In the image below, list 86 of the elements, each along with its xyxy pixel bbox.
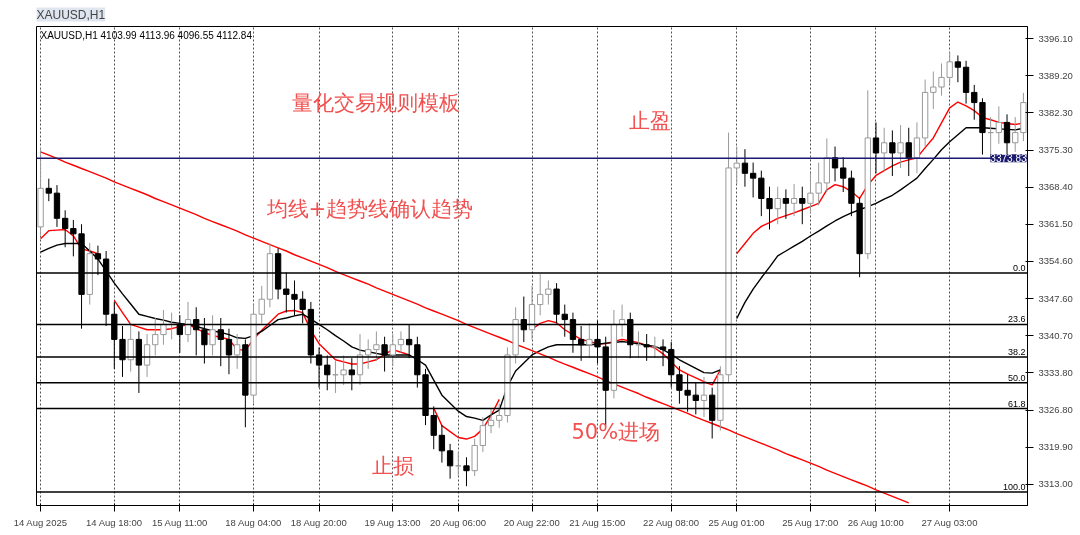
candlestick bbox=[184, 301, 192, 343]
candlestick bbox=[438, 424, 446, 464]
y-tick-label: 3382.30 bbox=[1038, 106, 1073, 118]
candlestick bbox=[160, 309, 167, 346]
annotation: 量化交易规则模板 bbox=[291, 90, 460, 115]
chart-subtitle: XAUUSD,H1 4103.99 4113.96 4096.55 4112.84 bbox=[40, 29, 253, 41]
annotation: 23.6 bbox=[1007, 314, 1026, 325]
annotation: 61.8 bbox=[1007, 398, 1026, 409]
y-tick-label: 3347.60 bbox=[1038, 292, 1073, 304]
candlestick bbox=[258, 285, 265, 324]
candlestick bbox=[913, 121, 921, 174]
candlestick bbox=[700, 376, 708, 418]
x-tick-label: 25 Aug 17:00 bbox=[782, 516, 839, 528]
candlestick bbox=[897, 124, 904, 169]
candlestick bbox=[749, 162, 757, 198]
candlestick bbox=[127, 322, 134, 373]
candlestick bbox=[733, 146, 740, 185]
y-tick-label: 3313.00 bbox=[1038, 478, 1073, 490]
candlestick bbox=[143, 333, 151, 378]
y-tick-label: 3361.50 bbox=[1038, 218, 1073, 230]
candlestick bbox=[905, 127, 912, 177]
annotation: 38.2 bbox=[1007, 347, 1026, 358]
candlestick bbox=[1012, 116, 1019, 153]
candlestick bbox=[790, 183, 798, 217]
y-tick-label: 3354.60 bbox=[1038, 255, 1073, 267]
x-tick-label: 18 Aug 04:00 bbox=[225, 516, 282, 528]
candlestick bbox=[586, 322, 593, 359]
candlestick bbox=[930, 71, 937, 110]
candlestick bbox=[455, 451, 462, 477]
candlestick bbox=[397, 330, 405, 354]
candlestick bbox=[365, 338, 372, 370]
x-tick-label: 22 Aug 08:00 bbox=[642, 516, 699, 528]
candlestick bbox=[840, 156, 847, 193]
annotation: 止损 bbox=[371, 453, 414, 478]
chart-title: XAUUSD,H1 bbox=[36, 7, 106, 22]
candlestick bbox=[954, 54, 962, 83]
x-tick-label: 21 Aug 15:00 bbox=[569, 516, 626, 528]
candlestick bbox=[881, 127, 888, 172]
candlestick bbox=[446, 443, 454, 480]
y-tick-label: 3319.90 bbox=[1038, 441, 1073, 453]
x-tick-label: 20 Aug 06:00 bbox=[430, 516, 487, 528]
candlestick bbox=[782, 188, 790, 220]
candlestick bbox=[70, 219, 77, 257]
candlestick bbox=[815, 162, 822, 206]
candlestick bbox=[209, 314, 216, 356]
candlestick bbox=[872, 121, 880, 174]
annotation: 100.0 bbox=[1002, 482, 1026, 493]
x-tick-label: 25 Aug 01:00 bbox=[708, 516, 765, 528]
y-tick-label: 3368.40 bbox=[1038, 181, 1073, 193]
y-tick-label: 3375.30 bbox=[1038, 144, 1073, 156]
candlestick bbox=[995, 105, 1002, 145]
candlestick bbox=[373, 330, 380, 362]
candlestick bbox=[389, 333, 396, 367]
x-tick-label: 14 Aug 18:00 bbox=[86, 516, 143, 528]
x-tick-label: 19 Aug 13:00 bbox=[364, 516, 421, 528]
x-tick-label: 14 Aug 2025 bbox=[13, 516, 68, 528]
x-tick-label: 27 Aug 03:00 bbox=[921, 516, 978, 528]
ref-line-label: 3373.83 bbox=[990, 153, 1027, 165]
candlestick bbox=[807, 172, 814, 214]
candlestick bbox=[774, 186, 781, 225]
candlestick bbox=[45, 178, 52, 202]
candlestick bbox=[463, 456, 470, 487]
x-tick-label: 20 Aug 22:00 bbox=[503, 516, 560, 528]
y-tick-label: 3333.80 bbox=[1038, 366, 1073, 378]
annotation: 50.0 bbox=[1007, 372, 1026, 383]
line-series bbox=[39, 151, 910, 504]
x-tick-label: 18 Aug 20:00 bbox=[290, 516, 347, 528]
y-tick-label: 3396.10 bbox=[1038, 32, 1073, 44]
candlestick bbox=[889, 129, 896, 177]
candlestick bbox=[234, 333, 241, 370]
candlestick bbox=[487, 408, 495, 434]
x-tick-label: 15 Aug 11:00 bbox=[151, 516, 208, 528]
y-tick-label: 3326.80 bbox=[1038, 404, 1073, 416]
candlestick bbox=[741, 148, 749, 188]
candlestick bbox=[479, 416, 487, 453]
annotation: 止盈 bbox=[628, 108, 671, 133]
candlestick bbox=[62, 209, 69, 248]
annotation: 50%进场 bbox=[571, 419, 661, 444]
candlestick bbox=[340, 354, 347, 386]
y-tick-label: 3389.20 bbox=[1038, 69, 1073, 81]
candlestick bbox=[799, 186, 806, 225]
y-tick-label: 3340.70 bbox=[1038, 329, 1073, 341]
candlestick bbox=[152, 317, 159, 356]
x-tick-label: 26 Aug 10:00 bbox=[847, 516, 904, 528]
annotation: 0.0 bbox=[1012, 262, 1026, 273]
annotation: 均线+趋势线确认趋势 bbox=[265, 196, 474, 221]
